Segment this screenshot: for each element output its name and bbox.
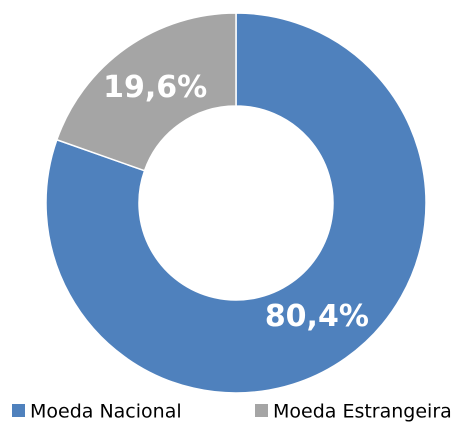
value-label: 19,6% — [103, 70, 207, 105]
legend-label: Moeda Estrangeira — [273, 401, 452, 423]
value-label: 80,4% — [265, 299, 369, 334]
donut-slice — [55, 12, 237, 172]
legend-label: Moeda Nacional — [30, 401, 182, 423]
legend-swatch — [255, 404, 268, 417]
donut-slice — [45, 12, 427, 394]
legend-swatch — [12, 404, 25, 417]
